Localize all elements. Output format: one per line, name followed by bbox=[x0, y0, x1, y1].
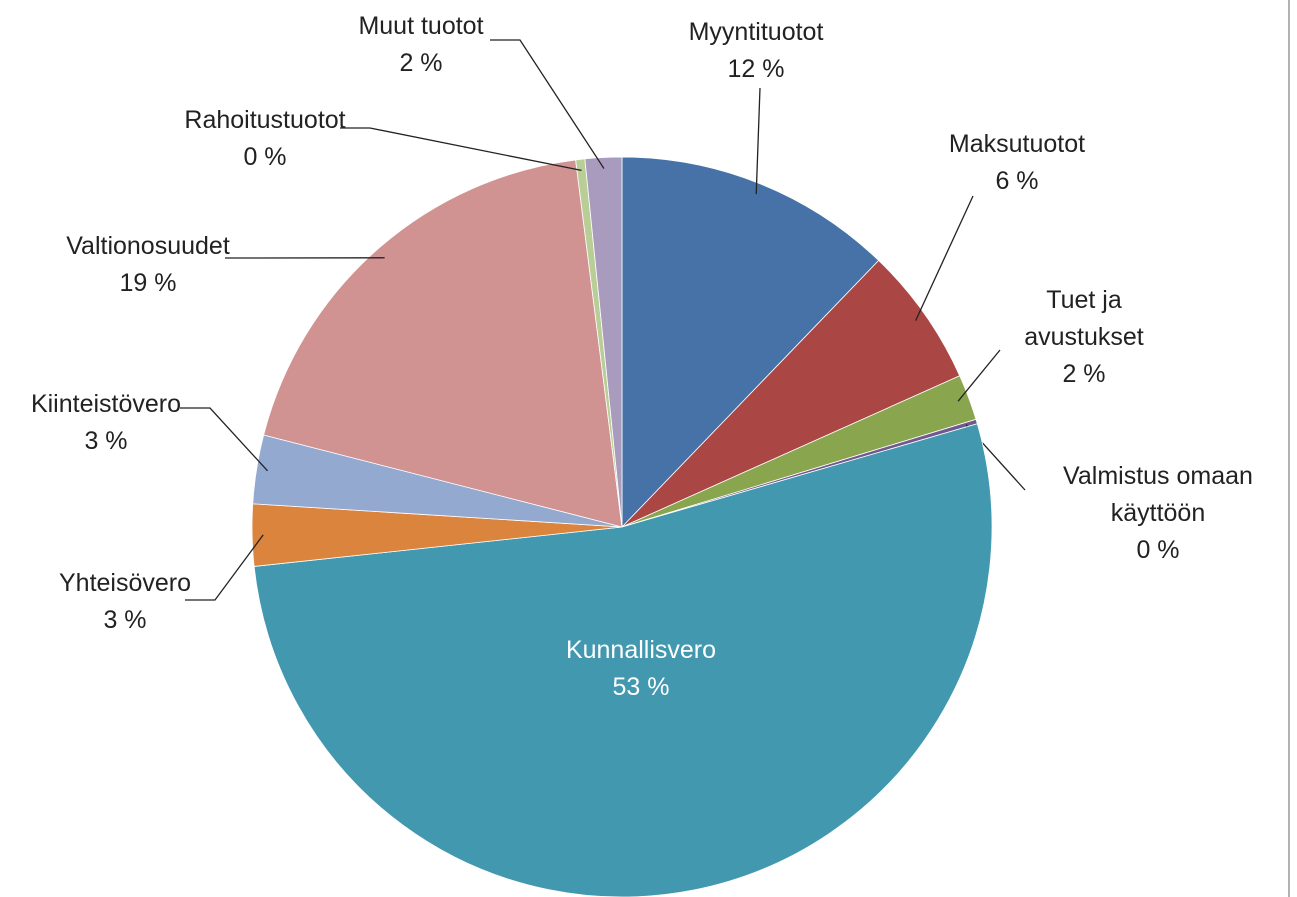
label-name: Valmistus omaan käyttöön bbox=[1063, 462, 1253, 527]
data-label: Kunnallisvero 53 % bbox=[511, 632, 771, 706]
leader-line bbox=[755, 87, 761, 195]
data-label: Yhteisövero 3 % bbox=[25, 565, 225, 639]
leader-line bbox=[490, 39, 605, 169]
leader-line bbox=[185, 534, 264, 601]
label-value: 2 % bbox=[1062, 360, 1106, 388]
leader-line bbox=[915, 195, 974, 321]
pie-slice bbox=[621, 259, 961, 528]
data-label: Maksutuotot 6 % bbox=[907, 126, 1127, 200]
label-name: Myyntituotot bbox=[688, 18, 824, 46]
label-value: 3 % bbox=[84, 427, 128, 455]
label-value: 6 % bbox=[995, 167, 1039, 195]
data-label: Valmistus omaan käyttöön 0 % bbox=[1023, 458, 1293, 569]
pie-slice bbox=[584, 156, 623, 528]
label-name: Kunnallisvero bbox=[565, 636, 717, 664]
label-name: Maksutuotot bbox=[948, 130, 1086, 158]
label-value: 53 % bbox=[612, 673, 670, 701]
label-name: Tuet ja avustukset bbox=[1024, 286, 1144, 351]
pie-slice bbox=[263, 159, 623, 528]
label-value: 2 % bbox=[399, 49, 443, 77]
data-label: Myyntituotot 12 % bbox=[646, 14, 866, 88]
label-name: Rahoitustuotot bbox=[184, 106, 346, 134]
label-value: 0 % bbox=[243, 143, 287, 171]
data-label: Rahoitustuotot 0 % bbox=[145, 102, 385, 176]
leader-line bbox=[340, 127, 582, 172]
pie-slice bbox=[253, 423, 993, 897]
data-label: Muut tuotot 2 % bbox=[321, 8, 521, 82]
leader-line bbox=[957, 349, 1001, 402]
label-name: Muut tuotot bbox=[358, 12, 484, 40]
label-value: 3 % bbox=[103, 606, 147, 634]
data-label: Valtionosuudet 19 % bbox=[28, 228, 268, 302]
data-label: Kiinteistövero 3 % bbox=[1, 386, 211, 460]
label-value: 12 % bbox=[727, 55, 785, 83]
data-label: Tuet ja avustukset 2 % bbox=[994, 282, 1174, 393]
label-name: Yhteisövero bbox=[58, 569, 192, 597]
label-name: Kiinteistövero bbox=[30, 390, 182, 418]
pie-slice bbox=[621, 156, 880, 528]
label-value: 0 % bbox=[1136, 536, 1180, 564]
label-value: 19 % bbox=[119, 269, 177, 297]
label-name: Valtionosuudet bbox=[66, 232, 230, 260]
leader-line bbox=[180, 407, 268, 472]
